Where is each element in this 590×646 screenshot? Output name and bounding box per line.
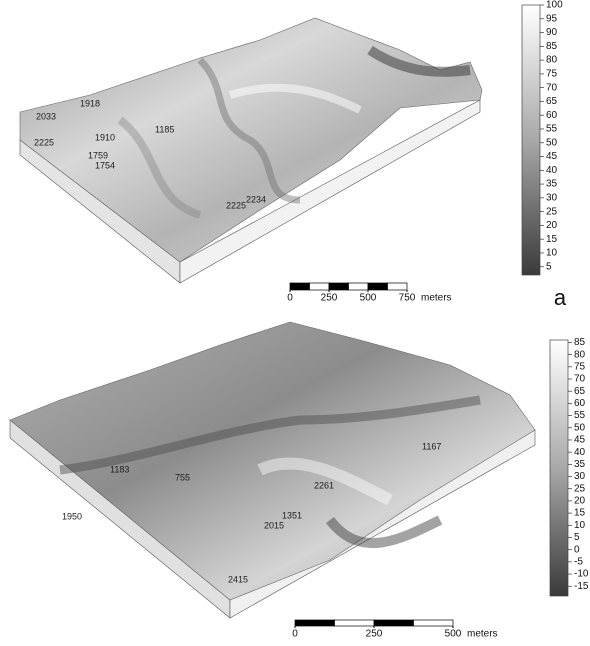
scalebar-segment [368,283,388,290]
colorbar-tick-label: 85 [574,337,586,348]
colorbar-tick-label: 15 [574,508,586,519]
point-label: 755 [175,472,190,482]
colorbar-tick-label: 10 [574,520,586,531]
scalebar-unit: meters [421,293,452,304]
point-label: 1167 [422,441,441,451]
colorbar-tick-label: 30 [546,192,558,203]
scalebar-tick-label: 500 [445,629,462,640]
point-label: 1910 [95,132,115,142]
scalebar-tick-label: 250 [321,293,338,304]
colorbar-tick-label: 45 [574,435,586,446]
scalebar-segment [388,283,408,290]
point-label: 2261 [314,480,334,490]
colorbar-tick-label: 15 [546,234,558,245]
colorbar-tick-label: -15 [574,581,589,592]
colorbar-tick-label: 0 [574,544,580,555]
scalebar-segment [290,283,310,290]
colorbar [550,340,568,596]
point-label: 1351 [282,510,302,520]
colorbar-tick-label: 20 [574,496,586,507]
scalebar-segment [349,283,369,290]
colorbar-tick-label: 50 [546,137,558,148]
point-label: 1754 [95,160,115,170]
colorbar-tick-label: 75 [546,69,558,80]
scalebar-segment [374,620,414,626]
colorbar-tick-label: 20 [546,220,558,231]
scalebar-tick-label: 250 [366,629,383,640]
colorbar-tick-label: 25 [574,483,586,494]
scalebar-unit: meters [467,629,498,640]
colorbar-tick-label: 35 [574,459,586,470]
colorbar-tick-label: 40 [574,447,586,458]
point-label: 1918 [80,98,100,108]
colorbar-tick-label: 5 [546,261,552,272]
point-label: 2234 [246,194,266,204]
colorbar-tick-label: 55 [574,410,586,421]
colorbar-tick-label: 5 [574,532,580,543]
colorbar-tick-label: 75 [574,361,586,372]
colorbar-tick-label: 45 [546,151,558,162]
point-label: 1759 [88,150,108,160]
scalebar-segment [310,283,330,290]
point-label: 2033 [36,111,56,121]
colorbar-tick-label: 65 [546,96,558,107]
point-label: 1183 [110,464,129,474]
figure: 2033 1918 2225 1910 1759 1754 1185 2225 … [0,0,590,646]
point-label: 2015 [264,520,284,530]
colorbar-tick-label: 65 [574,386,586,397]
scalebar-segment [335,620,375,626]
colorbar-tick-label: 90 [546,27,558,38]
point-label: 2415 [228,574,248,584]
colorbar-tick-label: 80 [546,55,558,66]
colorbar-tick-label: 35 [546,179,558,190]
terrain-b [10,322,535,618]
scalebar-tick-label: 500 [360,293,377,304]
panel-label: a [554,285,567,310]
scalebar-segment [414,620,454,626]
colorbar-tick-label: 70 [546,82,558,93]
colorbar-tick-label: -5 [574,557,583,568]
scalebar-segment [295,620,335,626]
colorbar-tick-label: 80 [574,349,586,360]
colorbar-tick-label: 40 [546,165,558,176]
point-label: 2225 [34,137,54,147]
colorbar [522,5,540,275]
colorbar-tick-label: 70 [574,374,586,385]
colorbar-tick-label: 55 [546,124,558,135]
point-label: 1185 [155,124,174,134]
colorbar-tick-label: 95 [546,13,558,24]
scalebar-tick-label: 0 [292,629,298,640]
scalebar-tick-label: 750 [399,293,416,304]
colorbar-tick-label: 100 [546,0,563,11]
point-label: 2225 [226,200,246,210]
colorbar-tick-label: -10 [574,569,589,580]
colorbar-tick-label: 50 [574,422,586,433]
scalebar-segment [329,283,349,290]
colorbar-tick-label: 60 [574,398,586,409]
colorbar-tick-label: 85 [546,41,558,52]
colorbar-tick-label: 10 [546,248,558,259]
colorbar-tick-label: 25 [546,206,558,217]
scalebar-tick-label: 0 [287,293,293,304]
colorbar-tick-label: 30 [574,471,586,482]
point-label: 1950 [62,511,82,521]
colorbar-tick-label: 60 [546,110,558,121]
